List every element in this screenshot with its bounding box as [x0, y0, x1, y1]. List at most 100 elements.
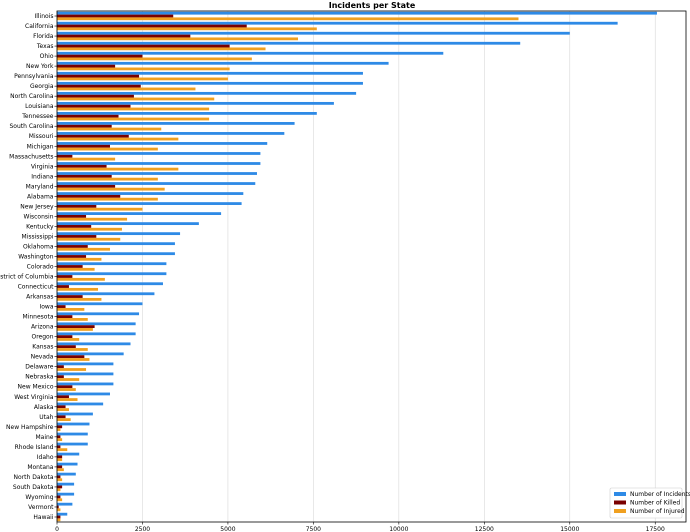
legend: Number of Incidents Number of KilledNumbe… — [609, 487, 690, 519]
x-tick-label: 0 — [55, 526, 59, 532]
bar-injured — [57, 217, 128, 221]
bar-killed — [57, 24, 247, 28]
bar-killed — [57, 54, 143, 58]
bar-killed — [57, 505, 59, 509]
bar-injured — [57, 47, 266, 51]
bar-incidents — [57, 71, 363, 75]
bar-incidents — [57, 492, 75, 496]
bar-killed — [57, 154, 73, 158]
bar-injured — [57, 277, 105, 281]
bar-killed — [57, 335, 73, 339]
bar-injured — [57, 267, 95, 271]
bar-incidents — [57, 452, 80, 456]
bar-killed — [57, 255, 87, 258]
bar-injured — [57, 368, 87, 371]
bar-injured — [57, 468, 64, 472]
y-tick-label: Wyoming — [25, 494, 53, 501]
y-tick-label: Missouri — [29, 133, 54, 140]
bar-incidents — [57, 302, 143, 306]
bar-killed — [57, 395, 69, 399]
bar-killed — [57, 84, 141, 88]
bar-injured — [57, 117, 210, 121]
chart-title: Incidents per State — [329, 1, 416, 10]
x-tick-label: 2500 — [135, 526, 150, 532]
bar-killed — [57, 375, 64, 379]
bar-incidents — [57, 111, 317, 115]
y-tick-label: Indiana — [31, 173, 54, 180]
bar-killed — [57, 435, 61, 439]
bar-incidents — [57, 182, 256, 185]
legend-label: Number of Injured — [630, 508, 685, 515]
bar-incidents — [57, 61, 389, 65]
y-tick-label: Arizona — [31, 324, 54, 331]
bar-incidents — [57, 101, 334, 105]
bar-killed — [57, 285, 69, 288]
y-tick-label: South Dakota — [13, 484, 54, 491]
bar-killed — [57, 305, 66, 308]
bar-killed — [57, 455, 63, 459]
y-tick-label: New Hampshire — [6, 424, 54, 431]
legend-swatch — [614, 500, 626, 505]
bar-injured — [57, 448, 68, 452]
bar-incidents — [57, 442, 88, 446]
bar-killed — [57, 485, 63, 489]
bar-incidents — [57, 132, 285, 135]
bar-injured — [57, 137, 179, 141]
bar-injured — [57, 358, 90, 361]
bar-killed — [57, 184, 116, 188]
bar-killed — [57, 385, 73, 389]
x-tick-label: 12500 — [475, 526, 494, 532]
bar-incidents — [57, 382, 114, 386]
y-tick-label: Oklahoma — [23, 243, 54, 250]
x-tick-label: 17500 — [646, 526, 665, 532]
bar-injured — [57, 498, 63, 502]
y-tick-label: Alabama — [27, 193, 54, 200]
bar-incidents — [57, 222, 199, 226]
bar-injured — [57, 207, 143, 211]
bar-killed — [57, 144, 110, 148]
bar-incidents — [57, 362, 114, 366]
bar-incidents — [57, 51, 444, 55]
y-tick-label: Massachusetts — [9, 153, 53, 160]
bar-killed — [57, 275, 73, 278]
bar-injured — [57, 348, 88, 351]
bar-incidents — [57, 322, 136, 326]
bar-injured — [57, 518, 61, 522]
bar-injured — [57, 17, 519, 21]
bar-injured — [57, 37, 299, 41]
y-tick-label: Pennsylvania — [14, 73, 54, 80]
bar-killed — [57, 94, 134, 98]
y-tick-label: Ohio — [40, 53, 54, 60]
bar-killed — [57, 465, 63, 469]
x-tick-label: 7500 — [306, 526, 321, 532]
x-tick-label: 10000 — [389, 526, 408, 532]
bar-incidents — [57, 41, 521, 45]
bar-incidents — [57, 162, 261, 165]
bar-incidents — [57, 142, 268, 145]
bar-killed — [57, 44, 230, 48]
bar-killed — [57, 355, 85, 359]
bar-incidents — [57, 81, 363, 85]
bar-incidents — [57, 172, 257, 175]
bar-injured — [57, 177, 158, 181]
bar-injured — [57, 247, 110, 251]
bar-killed — [57, 515, 61, 519]
bar-killed — [57, 445, 61, 449]
bar-killed — [57, 295, 83, 298]
bar-injured — [57, 408, 69, 411]
y-tick-label: Maine — [35, 434, 53, 441]
bar-killed — [57, 345, 76, 349]
y-tick-label: Nevada — [31, 354, 54, 361]
bar-injured — [57, 307, 85, 311]
y-tick-label: Colorado — [27, 264, 54, 271]
plot-frame — [56, 10, 687, 523]
bar-injured — [57, 237, 121, 241]
y-tick-label: Nebraska — [25, 374, 54, 381]
bar-injured — [57, 338, 80, 341]
bar-injured — [57, 478, 63, 482]
bar-incidents — [57, 91, 357, 95]
legend-swatch — [614, 492, 626, 496]
bar-incidents — [57, 312, 140, 316]
x-tick-label: 5000 — [220, 526, 235, 532]
bar-incidents — [57, 192, 244, 195]
